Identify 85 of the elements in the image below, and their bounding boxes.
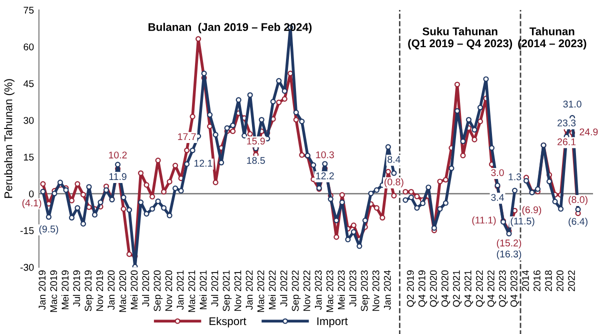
annotation: Tahunan (2014 – 2023) <box>518 27 586 50</box>
y-tick-label: 0 <box>29 190 34 198</box>
x-tick-label: Q4 2023 <box>510 270 520 307</box>
data-label: (6.4) <box>568 218 588 227</box>
data-label: 18.5 <box>247 156 265 164</box>
data-label: (8.0) <box>568 196 588 205</box>
data-label: 11.9 <box>109 173 126 180</box>
x-tick-label: Q4 2022 <box>487 270 496 307</box>
annotation: Suku Tahunan (Q1 2019 – Q4 2023) <box>408 27 512 50</box>
x-tick-label: Nov 2021 <box>234 270 242 311</box>
x-tick-label: Mac 2023 <box>326 270 334 312</box>
data-label: 17.7 <box>178 133 196 140</box>
x-tick-label: Mei 2020 <box>130 270 138 310</box>
data-label: 8.4 <box>388 156 400 163</box>
x-tick-label: Q4 2019 <box>418 270 428 307</box>
x-tick-label: Sep 2020 <box>154 270 163 312</box>
x-tick-label: Mac 2022 <box>257 270 264 312</box>
data-label: (0.8) <box>384 178 404 188</box>
x-tick-label: Q2 2021 <box>452 270 462 307</box>
x-tick-label: Jul 2019 <box>72 270 80 307</box>
data-label: 1.3 <box>508 173 522 180</box>
x-tick-label: Nov 2022 <box>303 270 310 311</box>
x-tick-label: Q2 2023 <box>498 270 508 307</box>
x-tick-label: Jul 2021 <box>211 270 218 307</box>
x-tick-label: Mac 2019 <box>50 270 58 312</box>
y-tick-label: 75 <box>24 6 34 14</box>
x-tick-label: 2014 <box>522 270 529 292</box>
x-tick-label: Nov 2020 <box>165 270 172 311</box>
x-tick-label: Mac 2021 <box>188 270 196 312</box>
x-tick-label: Sep 2022 <box>292 270 301 312</box>
y-axis-title: Perubahan Tahunan (%) <box>4 79 14 198</box>
data-label: 12.2 <box>316 172 334 180</box>
data-label: (4.1) <box>22 199 42 208</box>
legend-label: Import <box>317 317 348 328</box>
legend-label: Eksport <box>210 316 246 328</box>
data-label: 23.3 <box>558 120 576 126</box>
x-tick-label: Jul 2022 <box>280 270 288 307</box>
x-tick-label: Jan 2019 <box>38 270 46 310</box>
x-tick-label: Sep 2023 <box>360 270 370 312</box>
x-tick-label: Mei 2022 <box>268 270 276 310</box>
x-tick-label: Jan 2022 <box>246 270 253 310</box>
data-label: 15.9 <box>247 138 265 145</box>
x-tick-label: Q2 2020 <box>430 270 439 307</box>
x-tick-label: 2016 <box>534 270 540 292</box>
x-tick-label: Sep 2021 <box>222 270 232 312</box>
data-label: 10.3 <box>316 151 334 158</box>
data-label: (15.2) <box>496 239 522 248</box>
data-label: (6.9) <box>522 206 542 216</box>
y-tick-label: 60 <box>24 43 34 50</box>
data-label: 12.1 <box>194 160 212 167</box>
x-tick-label: Jan 2023 <box>314 270 322 310</box>
x-tick-label: Nov 2019 <box>96 270 104 311</box>
x-tick-label: Q4 2021 <box>464 270 474 307</box>
x-tick-label: Mei 2021 <box>200 270 207 310</box>
x-tick-label: Jan 2021 <box>176 270 184 310</box>
y-tick-label: 30 <box>24 116 34 124</box>
x-tick-label: Q2 2019 <box>406 270 416 307</box>
x-tick-label: Mei 2019 <box>61 270 69 310</box>
data-label: (11.5) <box>510 217 534 226</box>
x-tick-label: Nov 2023 <box>372 270 380 311</box>
data-label: 10.2 <box>109 152 127 158</box>
x-tick-label: Q2 2022 <box>476 270 485 307</box>
data-label: 31.0 <box>563 100 582 108</box>
data-label: 24.9 <box>580 128 598 136</box>
y-tick-label: 15 <box>24 154 34 161</box>
x-tick-label: 2020 <box>556 270 564 292</box>
x-tick-label: Mac 2020 <box>119 270 126 312</box>
x-tick-label: Q4 2020 <box>441 270 450 307</box>
x-tick-label: Jul 2023 <box>349 270 356 307</box>
x-tick-label: 2022 <box>568 270 575 292</box>
x-tick-label: 2018 <box>545 270 552 292</box>
y-tick-label: -15 <box>20 227 34 234</box>
x-tick-label: Jan 2024 <box>384 270 391 310</box>
x-tick-label: Jan 2020 <box>108 270 115 310</box>
x-tick-label: Sep 2019 <box>84 270 94 312</box>
data-label: 3.4 <box>491 194 504 201</box>
y-tick-label: -30 <box>20 264 34 271</box>
x-tick-label: Jul 2020 <box>142 270 150 307</box>
data-label: (16.3) <box>496 250 522 260</box>
data-label: (9.5) <box>39 225 58 234</box>
data-label: 3.0 <box>491 169 504 176</box>
data-label: (11.1) <box>472 216 496 226</box>
y-tick-label: 45 <box>23 80 34 88</box>
x-tick-label: Mei 2023 <box>338 270 345 310</box>
data-label: 26.1 <box>558 138 576 146</box>
